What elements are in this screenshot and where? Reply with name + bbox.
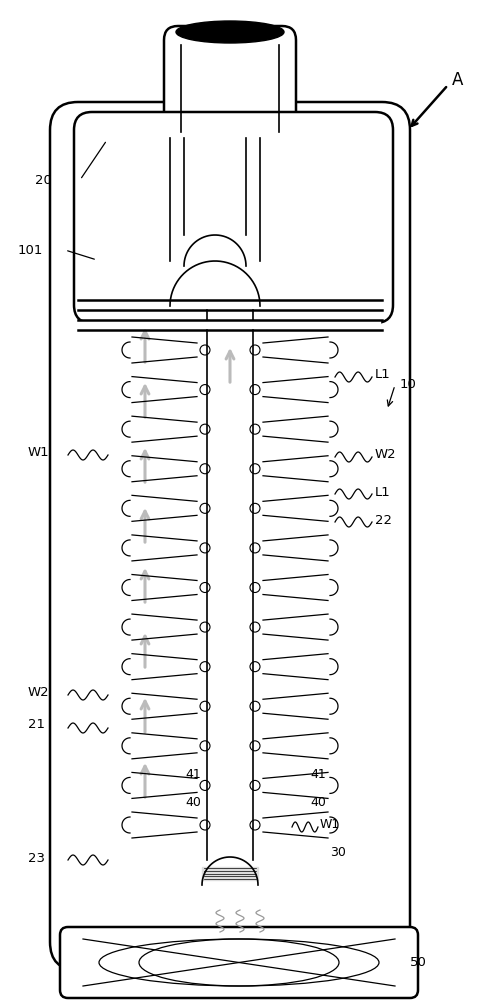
Text: 21: 21 bbox=[28, 718, 45, 732]
Text: 101: 101 bbox=[18, 243, 43, 256]
Text: 41: 41 bbox=[185, 768, 201, 782]
FancyBboxPatch shape bbox=[50, 102, 410, 970]
Text: 30: 30 bbox=[330, 846, 346, 858]
Text: W2: W2 bbox=[28, 686, 50, 698]
Text: 20: 20 bbox=[35, 174, 52, 186]
Text: 41: 41 bbox=[310, 768, 326, 782]
FancyBboxPatch shape bbox=[164, 26, 296, 149]
Text: A: A bbox=[452, 71, 463, 89]
Text: W1: W1 bbox=[28, 446, 50, 458]
Text: 40: 40 bbox=[185, 796, 201, 808]
FancyBboxPatch shape bbox=[74, 112, 393, 323]
Text: L1: L1 bbox=[375, 368, 391, 381]
Text: W1: W1 bbox=[320, 818, 340, 832]
Text: 10: 10 bbox=[400, 378, 417, 391]
Text: 22: 22 bbox=[375, 514, 392, 526]
Ellipse shape bbox=[176, 21, 284, 43]
FancyBboxPatch shape bbox=[60, 927, 418, 998]
Text: 23: 23 bbox=[28, 852, 45, 864]
Text: W2: W2 bbox=[375, 448, 397, 462]
Text: 40: 40 bbox=[310, 796, 326, 808]
Text: 50: 50 bbox=[410, 956, 427, 970]
Text: L1: L1 bbox=[375, 486, 391, 498]
